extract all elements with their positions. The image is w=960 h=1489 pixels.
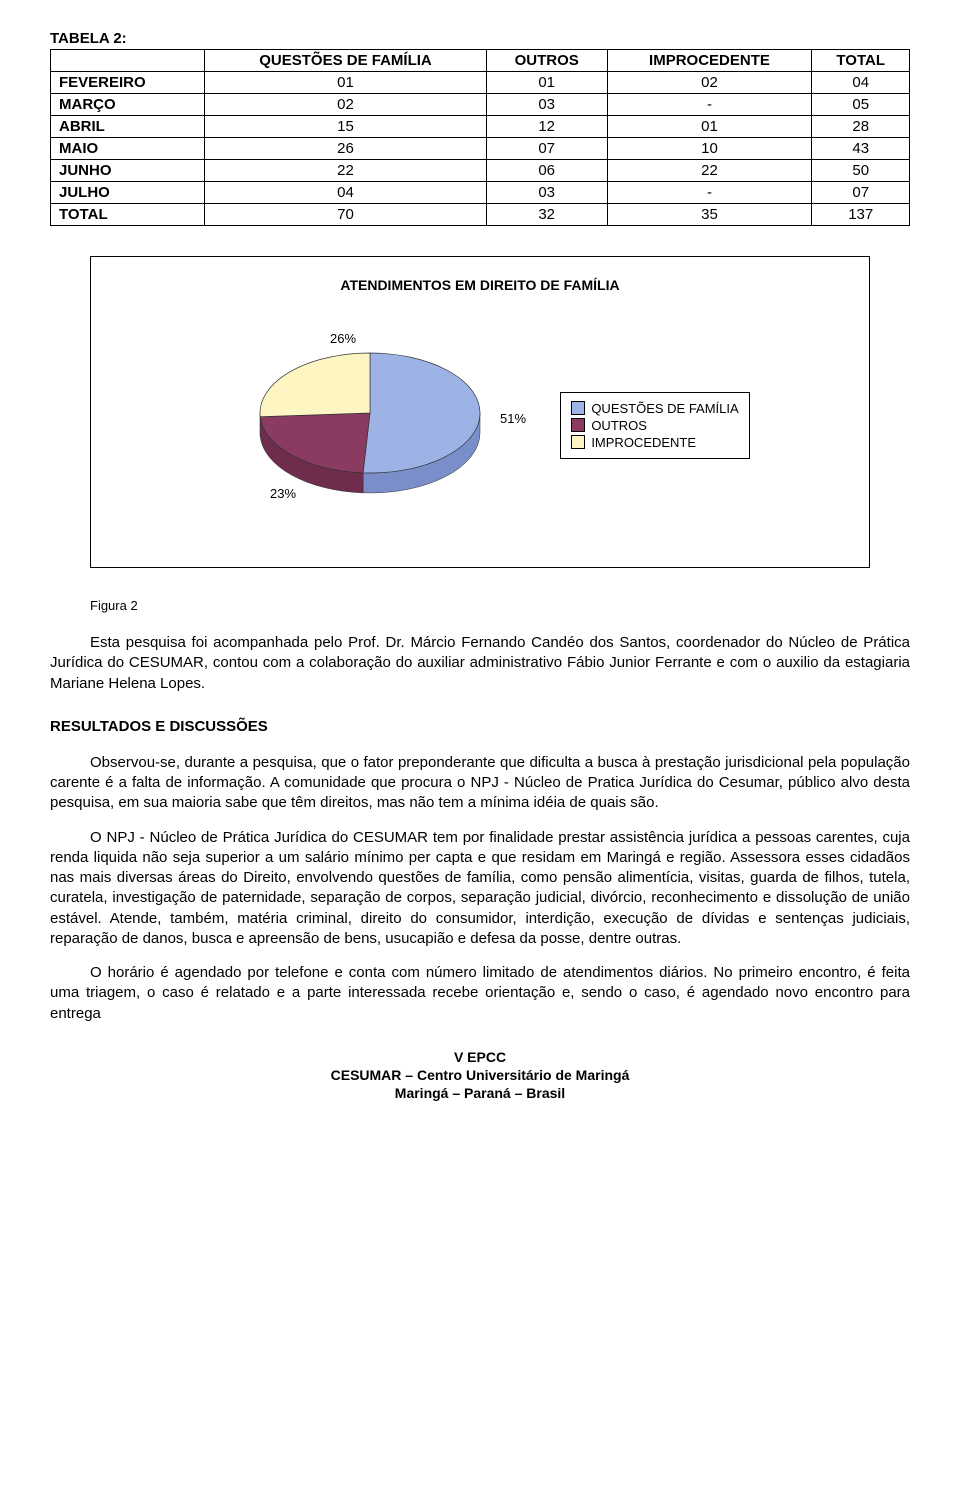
table-cell: 26 bbox=[205, 138, 487, 160]
chart-legend: QUESTÕES DE FAMÍLIA OUTROS IMPROCEDENTE bbox=[560, 392, 749, 459]
page-footer: V EPCC CESUMAR – Centro Universitário de… bbox=[50, 1048, 910, 1103]
col-header: OUTROS bbox=[486, 50, 607, 72]
table-cell: 10 bbox=[607, 138, 812, 160]
table-cell: 43 bbox=[812, 138, 910, 160]
legend-label: OUTROS bbox=[591, 418, 647, 433]
row-label: JULHO bbox=[51, 182, 205, 204]
row-label: FEVEREIRO bbox=[51, 72, 205, 94]
chart-title: ATENDIMENTOS EM DIREITO DE FAMÍLIA bbox=[121, 277, 839, 293]
col-header bbox=[51, 50, 205, 72]
table-cell: 02 bbox=[205, 94, 487, 116]
table-cell: - bbox=[607, 182, 812, 204]
table-cell: 137 bbox=[812, 204, 910, 226]
table-cell: 12 bbox=[486, 116, 607, 138]
table-cell: 07 bbox=[812, 182, 910, 204]
paragraph: Esta pesquisa foi acompanhada pelo Prof.… bbox=[50, 633, 910, 694]
legend-swatch bbox=[571, 435, 585, 449]
pie-chart: 51% 23% 26% bbox=[210, 323, 530, 527]
table-cell: 01 bbox=[607, 116, 812, 138]
pct-label: 23% bbox=[270, 486, 296, 501]
section-heading: RESULTADOS E DISCUSSÕES bbox=[50, 718, 910, 735]
row-label: MAIO bbox=[51, 138, 205, 160]
table-cell: 02 bbox=[607, 72, 812, 94]
table-cell: 35 bbox=[607, 204, 812, 226]
table-cell: 50 bbox=[812, 160, 910, 182]
paragraph: O horário é agendado por telefone e cont… bbox=[50, 963, 910, 1024]
pct-label: 26% bbox=[330, 331, 356, 346]
table-cell: 03 bbox=[486, 94, 607, 116]
table-cell: 01 bbox=[205, 72, 487, 94]
footer-line: CESUMAR – Centro Universitário de Maring… bbox=[50, 1066, 910, 1084]
legend-label: QUESTÕES DE FAMÍLIA bbox=[591, 401, 738, 416]
table-cell: 01 bbox=[486, 72, 607, 94]
figure-caption: Figura 2 bbox=[90, 598, 870, 613]
table-title: TABELA 2: bbox=[50, 30, 910, 47]
paragraph: Observou-se, durante a pesquisa, que o f… bbox=[50, 753, 910, 814]
table-cell: 04 bbox=[812, 72, 910, 94]
footer-line: Maringá – Paraná – Brasil bbox=[50, 1084, 910, 1102]
table-cell: 05 bbox=[812, 94, 910, 116]
table-cell: 70 bbox=[205, 204, 487, 226]
row-label: TOTAL bbox=[51, 204, 205, 226]
table-cell: - bbox=[607, 94, 812, 116]
legend-item: OUTROS bbox=[571, 418, 738, 433]
table-cell: 04 bbox=[205, 182, 487, 204]
table-cell: 06 bbox=[486, 160, 607, 182]
legend-swatch bbox=[571, 401, 585, 415]
legend-swatch bbox=[571, 418, 585, 432]
col-header: TOTAL bbox=[812, 50, 910, 72]
table-cell: 03 bbox=[486, 182, 607, 204]
pct-label: 51% bbox=[500, 411, 526, 426]
data-table: QUESTÕES DE FAMÍLIA OUTROS IMPROCEDENTE … bbox=[50, 49, 910, 226]
table-cell: 22 bbox=[607, 160, 812, 182]
paragraph: O NPJ - Núcleo de Prática Jurídica do CE… bbox=[50, 828, 910, 950]
table-cell: 28 bbox=[812, 116, 910, 138]
chart-container: ATENDIMENTOS EM DIREITO DE FAMÍLIA 51% 23… bbox=[90, 256, 870, 568]
footer-line: V EPCC bbox=[50, 1048, 910, 1066]
table-cell: 22 bbox=[205, 160, 487, 182]
row-label: JUNHO bbox=[51, 160, 205, 182]
legend-item: IMPROCEDENTE bbox=[571, 435, 738, 450]
table-cell: 07 bbox=[486, 138, 607, 160]
legend-item: QUESTÕES DE FAMÍLIA bbox=[571, 401, 738, 416]
row-label: ABRIL bbox=[51, 116, 205, 138]
legend-label: IMPROCEDENTE bbox=[591, 435, 696, 450]
col-header: QUESTÕES DE FAMÍLIA bbox=[205, 50, 487, 72]
table-cell: 32 bbox=[486, 204, 607, 226]
row-label: MARÇO bbox=[51, 94, 205, 116]
col-header: IMPROCEDENTE bbox=[607, 50, 812, 72]
table-cell: 15 bbox=[205, 116, 487, 138]
